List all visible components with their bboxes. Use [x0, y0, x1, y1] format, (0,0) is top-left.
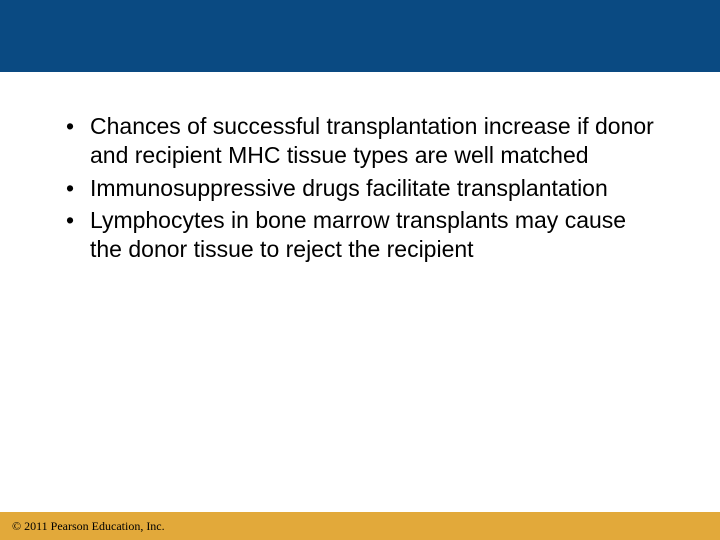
- list-item: Chances of successful transplantation in…: [60, 112, 660, 170]
- slide-content: Chances of successful transplantation in…: [0, 72, 720, 264]
- list-item: Lymphocytes in bone marrow transplants m…: [60, 206, 660, 264]
- footer-bar: © 2011 Pearson Education, Inc.: [0, 512, 720, 540]
- header-bar: [0, 0, 720, 72]
- bullet-list: Chances of successful transplantation in…: [60, 112, 660, 264]
- list-item: Immunosuppressive drugs facilitate trans…: [60, 174, 660, 203]
- copyright-text: © 2011 Pearson Education, Inc.: [12, 519, 165, 534]
